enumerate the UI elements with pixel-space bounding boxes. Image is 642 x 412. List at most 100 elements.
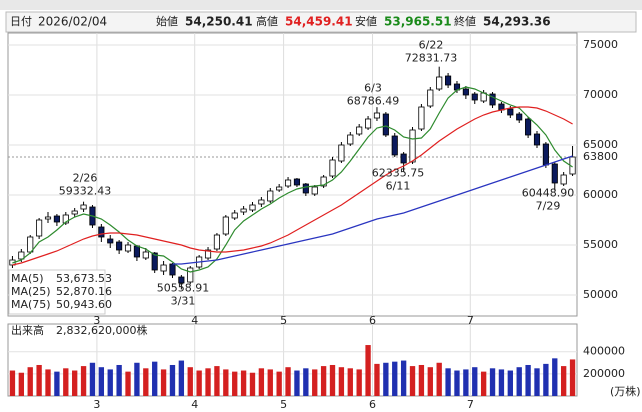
candle-body: [187, 267, 194, 283]
volume-bar: [205, 368, 211, 396]
candle-body: [204, 249, 212, 259]
annotation: 6/3: [364, 82, 382, 95]
candle-body: [18, 251, 25, 260]
volume-bar: [107, 369, 113, 396]
candle-body: [418, 106, 425, 130]
open: 54,250.41: [185, 15, 253, 29]
high-label: 高値: [256, 14, 278, 28]
annotation: 62335.75: [372, 167, 425, 180]
volume-bar: [187, 367, 193, 396]
candle-body: [338, 144, 345, 162]
annotation: 68786.49: [347, 95, 400, 108]
volume-bar: [267, 369, 273, 396]
ma-line: [12, 106, 573, 266]
candle-body: [436, 76, 443, 90]
candle-body: [525, 118, 532, 136]
x-tick-label: 3: [93, 398, 100, 411]
legend-name: MA(75): [11, 298, 51, 311]
volume-bar: [152, 361, 158, 396]
close-label: 終値: [454, 14, 476, 28]
x-tick-label: 5: [280, 398, 287, 411]
volume-bar: [454, 370, 460, 396]
ma-line: [172, 155, 573, 265]
volume-bar: [169, 364, 176, 396]
candle-body: [142, 251, 149, 259]
volume-bar: [329, 364, 336, 396]
last-price-tag: [579, 150, 624, 164]
candle-body: [542, 143, 549, 166]
close: 54,293.36: [483, 15, 551, 29]
x-tick-label: 4: [191, 398, 198, 411]
y-tick-label: 50000: [583, 288, 618, 301]
volume-bar: [320, 366, 327, 396]
volume-bar: [392, 361, 398, 396]
volume-bar: [178, 360, 185, 396]
candle-body: [231, 212, 238, 219]
candle-body: [329, 159, 336, 177]
candle-body: [391, 135, 398, 156]
volume-bar: [312, 369, 318, 396]
volume-total: 2,832,620,000株: [56, 323, 147, 337]
volume-bar: [240, 370, 247, 396]
x-tick-label: 7: [467, 398, 474, 411]
volume-bar: [54, 371, 60, 396]
date: 2026/02/04: [38, 15, 107, 29]
candle-body: [551, 163, 558, 184]
candle-body: [249, 204, 256, 211]
volume-bar: [480, 371, 487, 396]
volume-bar: [27, 367, 33, 396]
volume-bar: [427, 367, 433, 396]
volume-bar: [418, 364, 425, 396]
x-tick-label: 5: [280, 314, 287, 327]
candle-body: [533, 133, 541, 146]
candle-body: [213, 234, 220, 250]
annotation: 60448.90: [522, 187, 575, 200]
candle-body: [365, 118, 372, 129]
candle-body: [169, 263, 176, 276]
y-tick-label: 65000: [583, 138, 618, 151]
volume-bar: [507, 370, 513, 396]
volume-bar: [303, 368, 309, 396]
toolbar: [0, 0, 642, 10]
annotation: 7/29: [536, 200, 561, 213]
open-label: 始値: [156, 14, 178, 28]
x-tick-label: 6: [369, 398, 376, 411]
volume-bar: [116, 364, 122, 396]
y-tick-label: 200000: [583, 367, 625, 380]
price-panel: [7, 32, 578, 317]
volume-bar: [196, 370, 202, 396]
y-tick-label: 400000: [583, 345, 625, 358]
volume-bar: [249, 372, 256, 396]
candle-body: [178, 276, 185, 284]
volume-bar: [214, 366, 220, 396]
candle-body: [284, 179, 292, 187]
x-tick-label: 3: [93, 314, 100, 327]
volume-bar: [294, 370, 300, 396]
candle-body: [373, 112, 381, 119]
volume-bar: [9, 370, 16, 396]
candle-body: [36, 219, 43, 237]
volume-bar: [258, 368, 265, 396]
volume-bar: [400, 360, 407, 396]
volume-bar: [436, 362, 442, 396]
annotation: 50558.91: [157, 282, 210, 295]
candle-body: [347, 134, 354, 145]
x-tick-label: 4: [191, 314, 198, 327]
candle-body: [98, 226, 105, 238]
volume-bar: [463, 369, 469, 396]
volume-bar: [276, 371, 282, 396]
candle-body: [311, 186, 318, 195]
candle-body: [462, 88, 469, 96]
volume-bar: [552, 358, 558, 396]
candle-body: [293, 178, 301, 186]
volume-bar: [285, 367, 291, 396]
legend-name: MA(25): [11, 285, 51, 298]
volume-bar: [45, 369, 51, 396]
volume-bar: [18, 372, 25, 396]
candle-body: [133, 245, 140, 258]
candle-body: [80, 204, 87, 210]
volume-bar: [516, 367, 522, 396]
volume-bar: [472, 367, 478, 396]
annotation: 3/31: [171, 295, 196, 308]
